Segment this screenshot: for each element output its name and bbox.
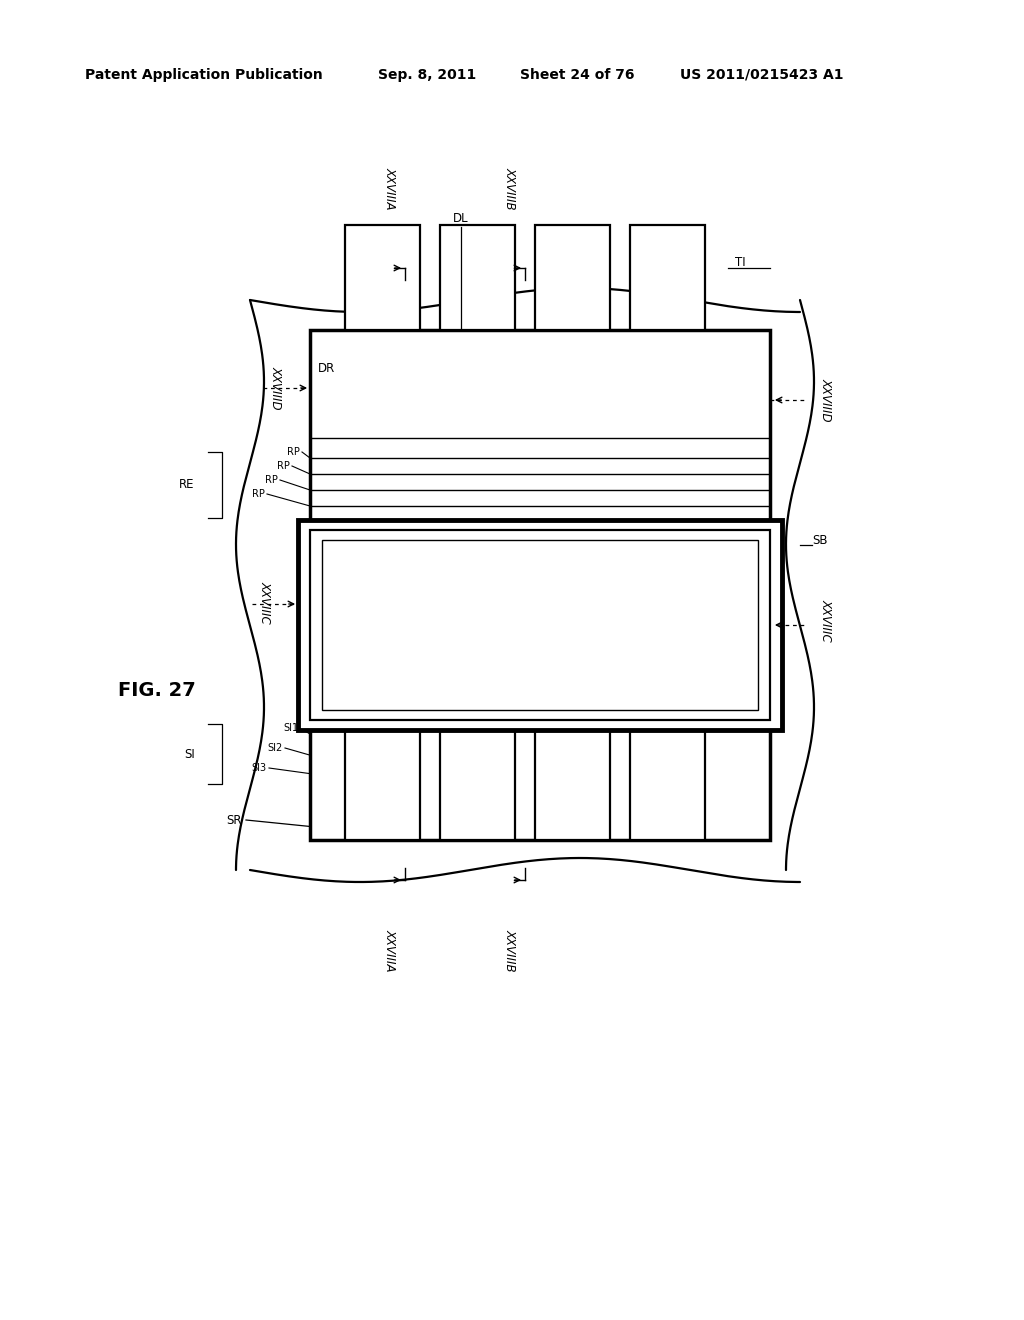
Text: XXVIIIB: XXVIIIB — [504, 166, 516, 210]
Text: TI: TI — [735, 256, 745, 269]
Text: GE: GE — [322, 561, 339, 574]
Bar — [630, 726, 705, 840]
Bar — [630, 224, 705, 330]
Text: Patent Application Publication: Patent Application Publication — [85, 69, 323, 82]
Text: SI: SI — [184, 747, 195, 760]
Text: DL: DL — [453, 211, 469, 224]
Text: XXVIIID: XXVIIID — [269, 366, 283, 409]
Text: RE: RE — [178, 479, 194, 491]
Text: SI3: SI3 — [252, 763, 267, 774]
Text: RP: RP — [265, 475, 278, 484]
Bar — [322, 540, 758, 710]
Text: RP: RP — [287, 447, 300, 457]
Text: XXVIIID: XXVIIID — [820, 379, 833, 422]
Text: DR: DR — [318, 362, 335, 375]
Bar — [535, 224, 610, 330]
Text: US 2011/0215423 A1: US 2011/0215423 A1 — [680, 69, 844, 82]
Text: Sheet 24 of 76: Sheet 24 of 76 — [520, 69, 635, 82]
Bar — [535, 726, 610, 840]
Bar — [310, 531, 770, 719]
Text: Sep. 8, 2011: Sep. 8, 2011 — [378, 69, 476, 82]
Bar — [345, 726, 420, 840]
Text: SI1: SI1 — [283, 723, 298, 733]
Text: SR: SR — [226, 813, 242, 826]
Text: XXVIIIC: XXVIIIC — [258, 581, 271, 623]
Text: FIG. 27: FIG. 27 — [118, 681, 196, 700]
Bar — [310, 330, 770, 840]
Text: SB: SB — [812, 533, 827, 546]
Text: RP: RP — [278, 461, 290, 471]
Bar — [298, 520, 782, 730]
Bar — [440, 726, 515, 840]
Bar — [440, 224, 515, 330]
Text: XXVIIIB: XXVIIIB — [504, 929, 516, 972]
Text: XXVIIIC: XXVIIIC — [820, 599, 833, 642]
Bar — [345, 224, 420, 330]
Text: XXVIIIA: XXVIIIA — [384, 166, 396, 210]
Text: RP: RP — [252, 488, 265, 499]
Text: SI2: SI2 — [267, 743, 283, 752]
Text: XXVIIIA: XXVIIIA — [384, 929, 396, 972]
